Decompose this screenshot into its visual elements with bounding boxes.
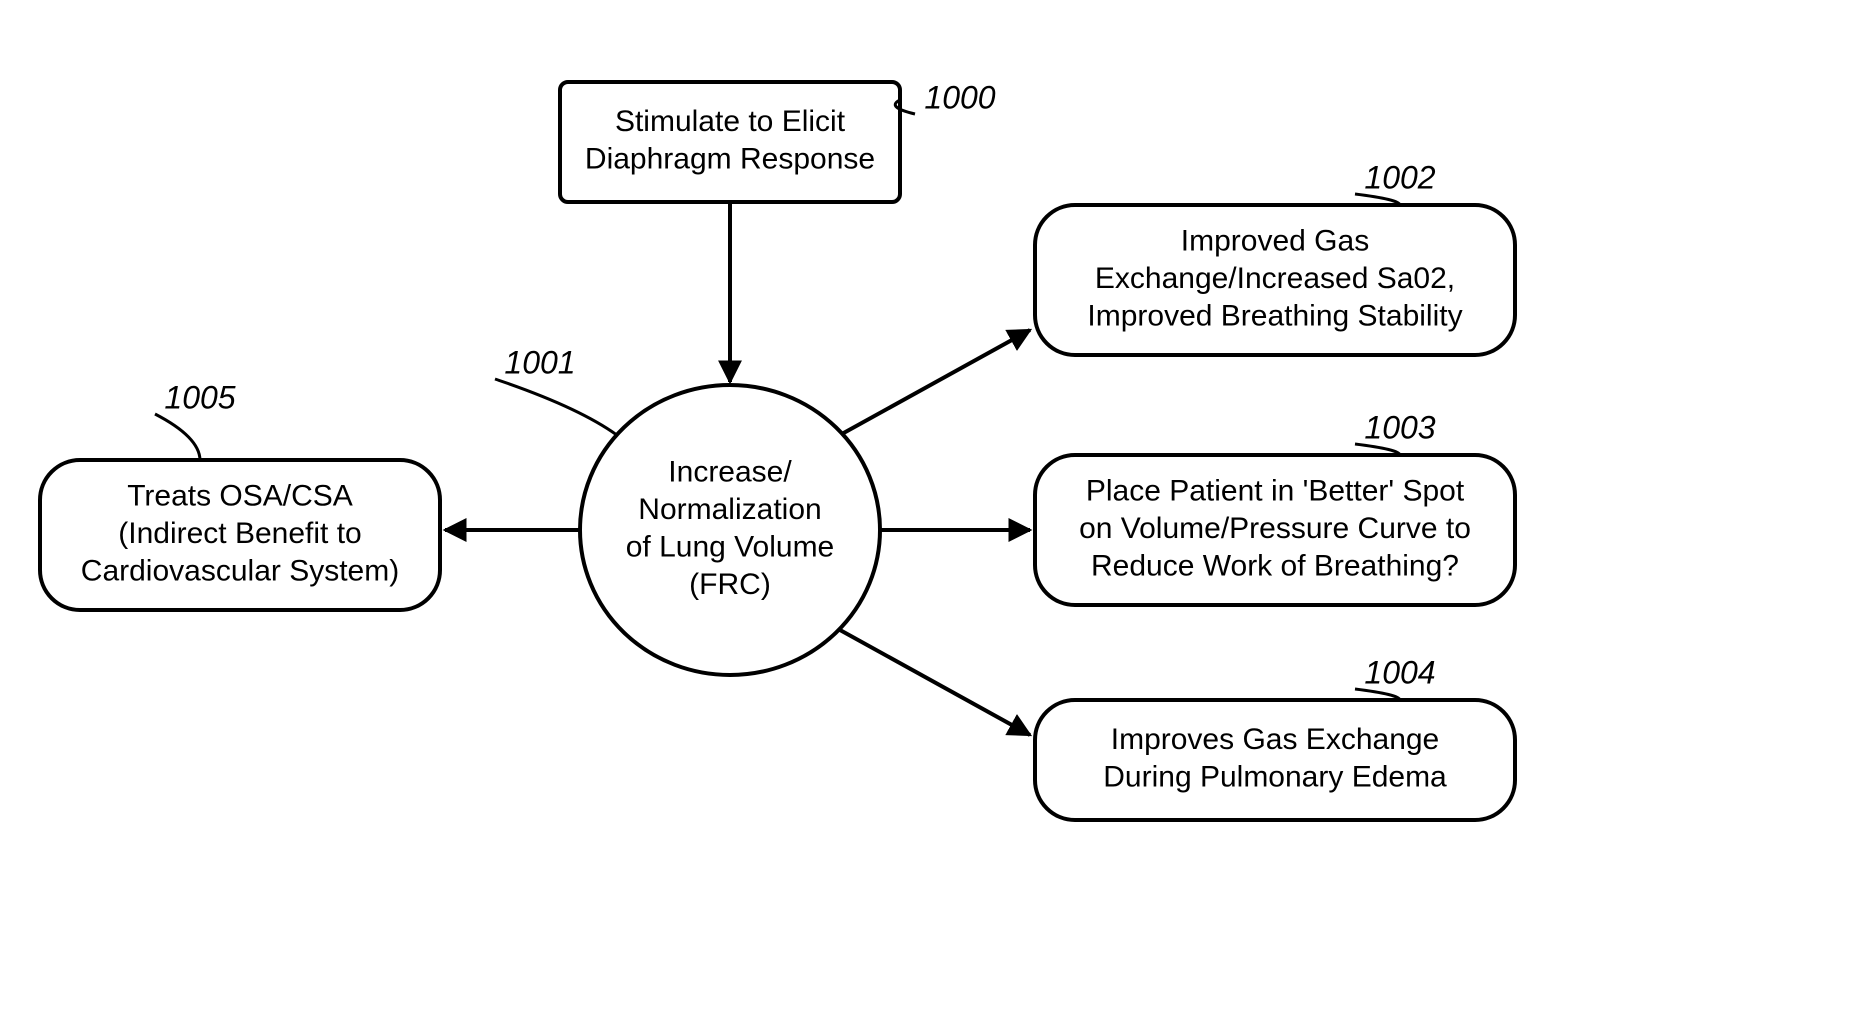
node-text-line: (FRC) bbox=[689, 568, 771, 601]
node-text-line: of Lung Volume bbox=[626, 531, 835, 564]
ref-label-text: 1000 bbox=[924, 79, 995, 115]
ref-label-text: 1002 bbox=[1364, 159, 1435, 195]
ref-leader bbox=[495, 379, 617, 435]
ref-label-1004: 1004 bbox=[1355, 654, 1436, 700]
ref-label-text: 1004 bbox=[1364, 654, 1435, 690]
node-text-line: Stimulate to Elicit bbox=[615, 105, 846, 138]
ref-label-text: 1001 bbox=[504, 344, 575, 380]
flowchart-canvas: Stimulate to Elicit Diaphragm Response Inc… bbox=[0, 0, 1871, 1024]
node-text-line: Cardiovascular System) bbox=[81, 554, 399, 587]
ref-label-text: 1005 bbox=[164, 379, 235, 415]
node-n1004: Improves Gas Exchange During Pulmonary Ed… bbox=[1035, 700, 1515, 820]
node-text-line: Exchange/Increased Sa02, bbox=[1095, 262, 1455, 295]
node-text-line: Improves Gas Exchange bbox=[1111, 723, 1440, 756]
node-n1000: Stimulate to Elicit Diaphragm Response bbox=[560, 82, 900, 202]
node-text-line: Normalization bbox=[638, 493, 821, 526]
node-text-line: During Pulmonary Edema bbox=[1103, 761, 1447, 794]
node-text-line: (Indirect Benefit to bbox=[118, 517, 361, 550]
node-n1002: Improved Gas Exchange/Increased Sa02, Impr… bbox=[1035, 205, 1515, 355]
ref-label-1003: 1003 bbox=[1355, 409, 1436, 455]
node-text-line: Treats OSA/CSA bbox=[127, 479, 353, 512]
ref-leader bbox=[155, 414, 200, 460]
node-text-line: Reduce Work of Breathing? bbox=[1091, 549, 1459, 582]
ref-label-1005: 1005 bbox=[155, 379, 236, 460]
node-n1005: Treats OSA/CSA (Indirect Benefit to Cardio… bbox=[40, 460, 440, 610]
ref-label-1002: 1002 bbox=[1355, 159, 1436, 205]
node-n1001: Increase/Normalization of Lung Volume (FRC… bbox=[580, 385, 880, 675]
node-text-line: Increase/ bbox=[668, 456, 792, 489]
edge-2 bbox=[840, 330, 1030, 435]
node-text-line: Improved Breathing Stability bbox=[1087, 299, 1462, 332]
node-text-line: Improved Gas bbox=[1181, 224, 1369, 257]
node-n1003: Place Patient in 'Better' Spot on Volume/… bbox=[1035, 455, 1515, 605]
node-text-line: on Volume/Pressure Curve to bbox=[1079, 512, 1471, 545]
edge-4 bbox=[840, 630, 1030, 735]
node-text-line: Place Patient in 'Better' Spot bbox=[1086, 474, 1465, 507]
ref-label-1000: 1000 bbox=[895, 79, 996, 115]
ref-label-1001: 1001 bbox=[495, 344, 617, 434]
node-text-line: Diaphragm Response bbox=[585, 143, 875, 176]
ref-label-text: 1003 bbox=[1364, 409, 1435, 445]
